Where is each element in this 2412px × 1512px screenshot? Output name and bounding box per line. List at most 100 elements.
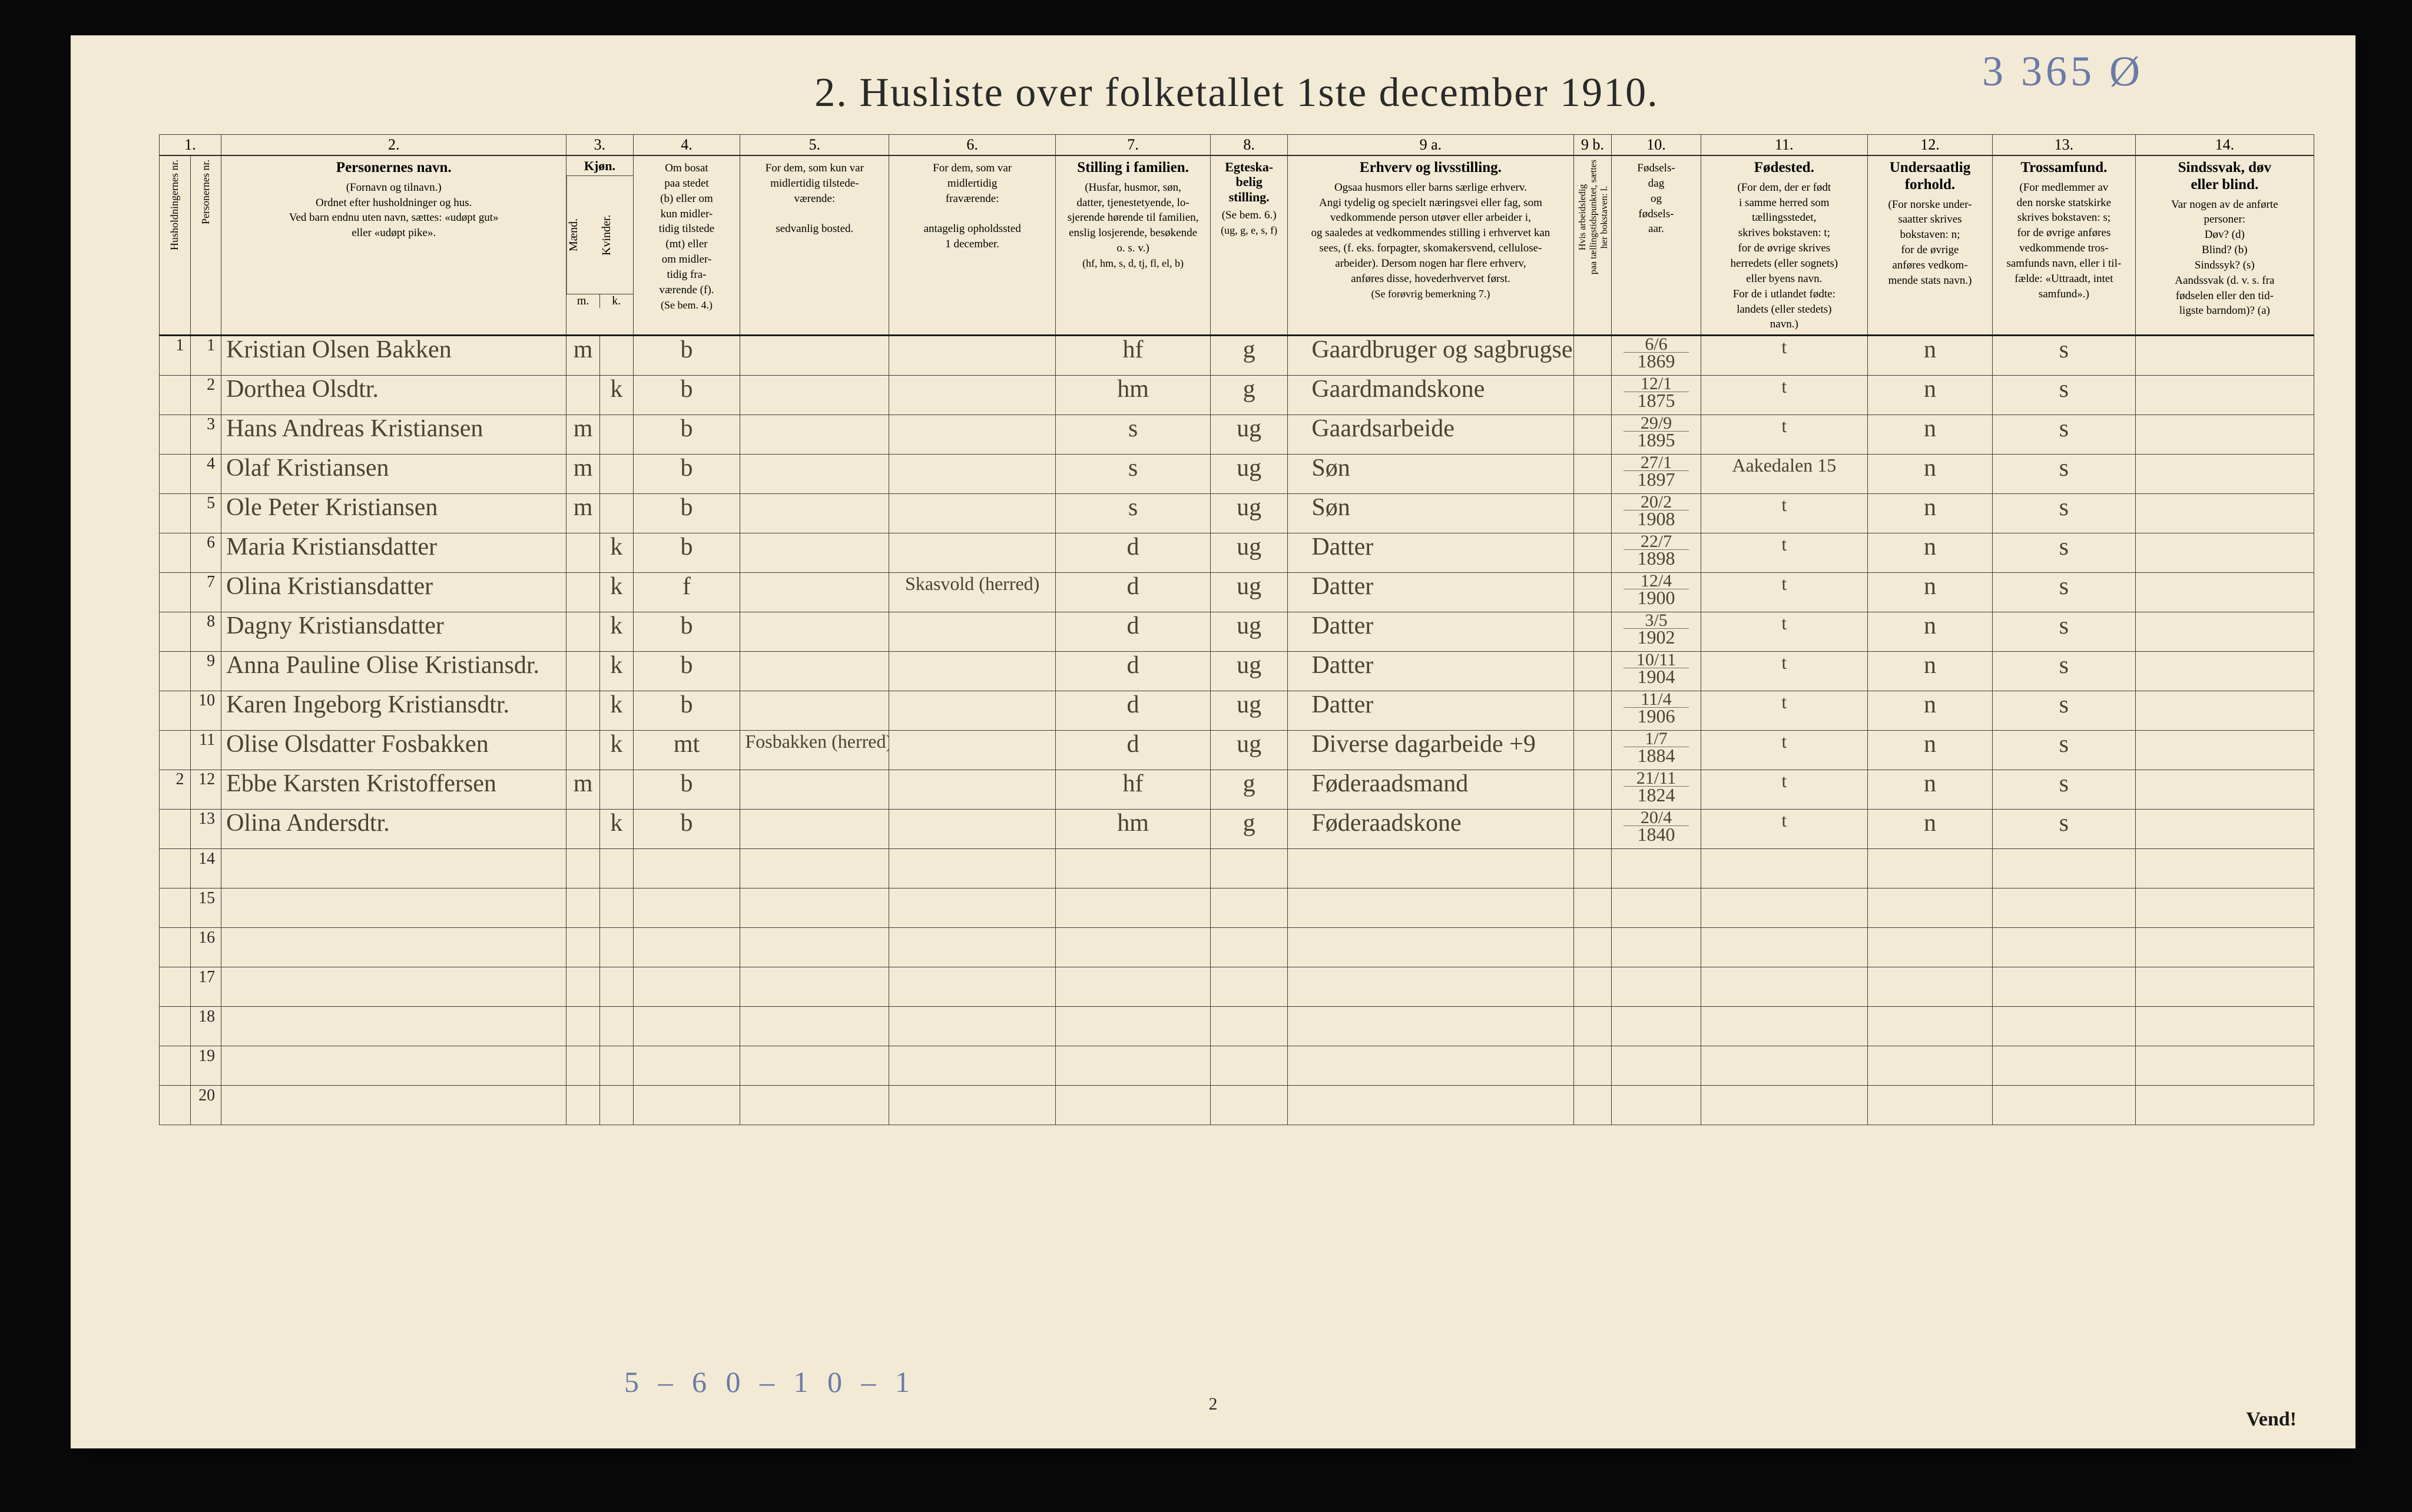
cell-empty	[1210, 1046, 1287, 1086]
cell-empty	[1056, 1007, 1211, 1046]
cell-dob: 27/11897	[1612, 455, 1701, 494]
cell-empty	[740, 1046, 889, 1086]
cell-birthplace: Aakedalen 15	[1701, 455, 1867, 494]
cell-birthplace: t	[1701, 376, 1867, 415]
cell-name: Maria Kristiansdatter	[221, 533, 566, 573]
cell-empty	[1210, 967, 1287, 1007]
cell-empty	[221, 1007, 566, 1046]
cell-led	[1573, 652, 1612, 691]
cell-sex-k	[599, 455, 633, 494]
cell-empty	[599, 1086, 633, 1125]
cell-empty	[1701, 928, 1867, 967]
handwritten-page-ref: 3 365 Ø	[1982, 47, 2143, 96]
cell-led	[1573, 455, 1612, 494]
cell-away	[889, 455, 1056, 494]
cell-pn: 18	[190, 1007, 221, 1046]
cell-usual	[740, 691, 889, 731]
colhdr-religion: Trossamfund. (For medlemmer av den norsk…	[1993, 155, 2136, 336]
cell-empty	[1612, 1007, 1701, 1046]
cell-sex-m: m	[566, 415, 600, 455]
cell-rel: s	[1993, 612, 2136, 652]
cell-empty	[889, 967, 1056, 1007]
cell-mar: g	[1210, 376, 1287, 415]
cell-dis	[2135, 652, 2314, 691]
cell-birthplace: t	[1701, 652, 1867, 691]
cell-empty	[1056, 888, 1211, 928]
cell-dis	[2135, 336, 2314, 376]
table-row-blank: 17	[160, 967, 2314, 1007]
table-row: 3Hans Andreas KristiansenmbsugGaardsarbe…	[160, 415, 2314, 455]
cell-birthplace: t	[1701, 810, 1867, 849]
cell-name: Olina Andersdtr.	[221, 810, 566, 849]
cell-empty	[1288, 967, 1573, 1007]
cell-pn: 15	[190, 888, 221, 928]
colnum-4: 4.	[633, 135, 740, 156]
cell-res: b	[633, 415, 740, 455]
cell-rel: s	[1993, 415, 2136, 455]
cell-empty	[1993, 928, 2136, 967]
cell-mar: ug	[1210, 691, 1287, 731]
cell-occ: Søn	[1288, 494, 1573, 533]
table-row: 7Olina KristiansdatterkfSkasvold (herred…	[160, 573, 2314, 612]
table-row: 11Kristian Olsen BakkenmbhfgGaardbruger …	[160, 336, 2314, 376]
cell-res: b	[633, 691, 740, 731]
cell-empty	[633, 928, 740, 967]
cell-empty	[221, 928, 566, 967]
cell-pn: 4	[190, 455, 221, 494]
cell-name: Dagny Kristiansdatter	[221, 612, 566, 652]
cell-empty	[566, 1086, 600, 1125]
colhdr-sex: Kjøn. Mænd. Kvinder. m. k.	[566, 155, 633, 336]
cell-empty	[599, 849, 633, 888]
cell-hh	[160, 810, 191, 849]
cell-nat: n	[1867, 691, 1992, 731]
cell-pn: 2	[190, 376, 221, 415]
cell-empty	[1993, 1086, 2136, 1125]
cell-empty	[889, 1086, 1056, 1125]
table-row: 8Dagny KristiansdatterkbdugDatter3/51902…	[160, 612, 2314, 652]
cell-led	[1573, 533, 1612, 573]
cell-occ: Føderaadskone	[1288, 810, 1573, 849]
cell-rel: s	[1993, 573, 2136, 612]
cell-sex-k	[599, 415, 633, 455]
cell-usual	[740, 533, 889, 573]
cell-fam: hm	[1056, 810, 1211, 849]
cell-empty	[1612, 888, 1701, 928]
cell-empty	[1288, 849, 1573, 888]
scan-surface: 3 365 Ø 2. Husliste over folketallet 1st…	[0, 0, 2412, 1512]
cell-name: Ebbe Karsten Kristoffersen	[221, 770, 566, 810]
cell-led	[1573, 612, 1612, 652]
cell-empty	[1612, 849, 1701, 888]
cell-nat: n	[1867, 533, 1992, 573]
cell-occ: Gaardbruger og sagbrugseier	[1288, 336, 1573, 376]
cell-away: Skasvold (herred)	[889, 573, 1056, 612]
cell-sex-m: m	[566, 336, 600, 376]
cell-away	[889, 533, 1056, 573]
cell-empty	[1993, 1046, 2136, 1086]
cell-fam: d	[1056, 691, 1211, 731]
cell-mar: ug	[1210, 455, 1287, 494]
cell-nat: n	[1867, 612, 1992, 652]
cell-empty	[1210, 849, 1287, 888]
cell-occ: Gaardmandskone	[1288, 376, 1573, 415]
cell-sex-k	[599, 770, 633, 810]
cell-sex-m	[566, 376, 600, 415]
cell-name: Olaf Kristiansen	[221, 455, 566, 494]
cell-fam: s	[1056, 455, 1211, 494]
cell-empty	[889, 849, 1056, 888]
census-table: 1. 2. 3. 4. 5. 6. 7. 8. 9 a. 9 b. 10. 11…	[159, 134, 2314, 1125]
cell-empty	[160, 888, 191, 928]
cell-mar: g	[1210, 336, 1287, 376]
colhdr-name: Personernes navn. (Fornavn og tilnavn.) …	[221, 155, 566, 336]
cell-empty	[221, 1086, 566, 1125]
colnum-14: 14.	[2135, 135, 2314, 156]
cell-fam: d	[1056, 612, 1211, 652]
cell-empty	[889, 1046, 1056, 1086]
cell-empty	[160, 1086, 191, 1125]
colhdr-nationality: Undersaatlig forhold. (For norske under-…	[1867, 155, 1992, 336]
cell-away	[889, 731, 1056, 770]
cell-empty	[2135, 1086, 2314, 1125]
cell-birthplace: t	[1701, 612, 1867, 652]
cell-pn: 11	[190, 731, 221, 770]
colhdr-occupation: Erhverv og livsstilling. Ogsaa husmors e…	[1288, 155, 1573, 336]
cell-empty	[160, 967, 191, 1007]
